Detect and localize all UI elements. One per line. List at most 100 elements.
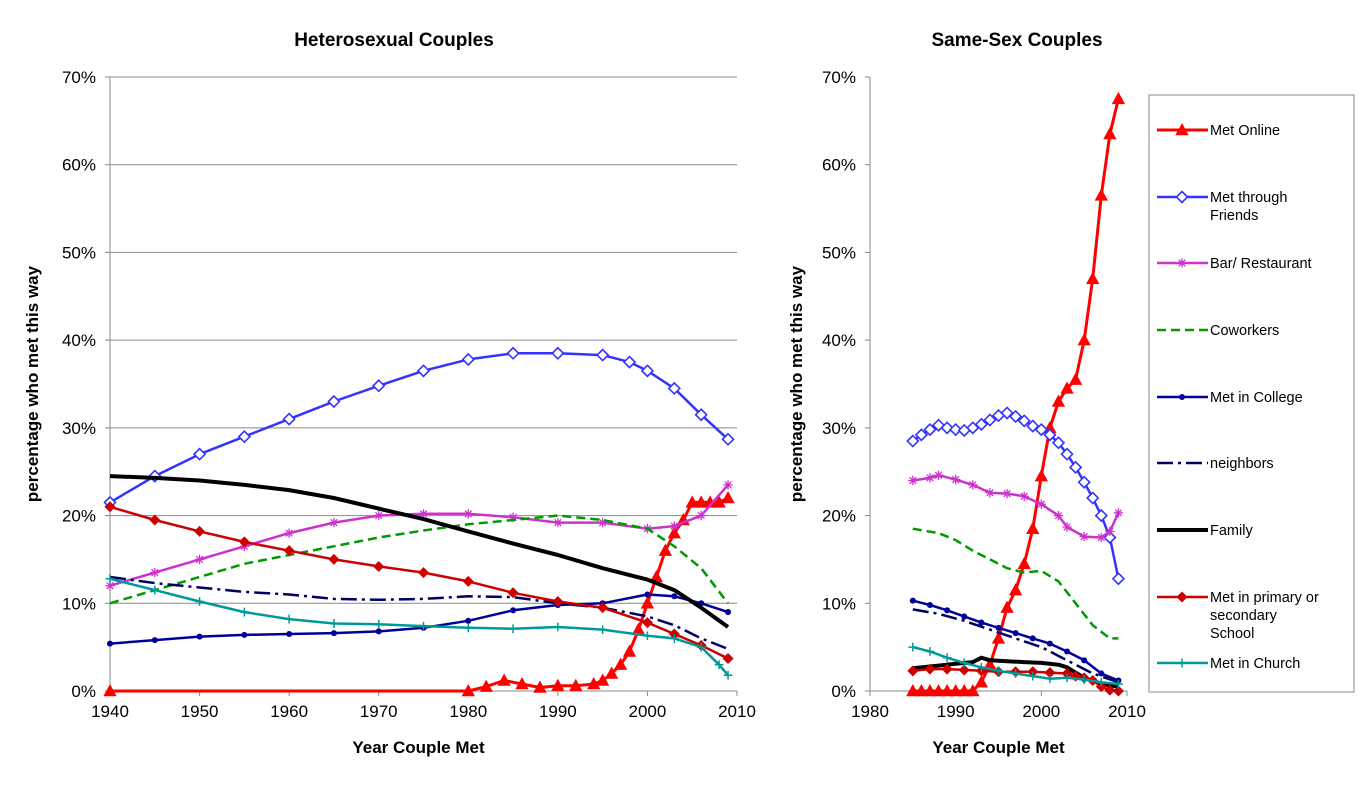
data-point bbox=[461, 684, 475, 697]
data-point bbox=[696, 642, 706, 652]
data-point bbox=[723, 670, 733, 680]
data-point bbox=[1002, 488, 1012, 499]
legend-marker bbox=[1177, 658, 1187, 668]
data-point bbox=[994, 666, 1003, 676]
y-tick-label: 10% bbox=[62, 594, 96, 613]
data-point bbox=[1098, 670, 1105, 677]
y-tick-label: 0% bbox=[71, 682, 96, 701]
legend-label: Met in College bbox=[1210, 390, 1303, 406]
data-point bbox=[327, 394, 341, 409]
data-point bbox=[985, 488, 995, 498]
legend: Met Online Met through Friends Bar/ Restaur… bbox=[1148, 94, 1355, 693]
data-point bbox=[643, 631, 652, 641]
data-point bbox=[1112, 685, 1124, 697]
data-point bbox=[669, 633, 679, 643]
data-point bbox=[196, 633, 203, 640]
data-point bbox=[908, 642, 918, 652]
data-point bbox=[924, 663, 936, 675]
y-tick-label: 30% bbox=[62, 419, 96, 438]
data-point bbox=[330, 630, 337, 637]
y-tick-label: 50% bbox=[62, 243, 96, 262]
data-point bbox=[667, 381, 681, 396]
data-point bbox=[696, 510, 706, 521]
data-point bbox=[284, 614, 294, 624]
y-tick-label: 60% bbox=[62, 156, 96, 175]
data-point bbox=[551, 346, 565, 360]
legend-label: Family bbox=[1210, 523, 1253, 539]
data-point bbox=[941, 663, 953, 675]
data-point bbox=[461, 352, 475, 367]
legend-label: Met in primary or secondary School bbox=[1210, 590, 1319, 642]
legend-item-family: Family bbox=[1157, 523, 1253, 539]
data-point bbox=[974, 675, 989, 688]
data-point bbox=[507, 587, 519, 599]
series-line bbox=[912, 608, 1119, 684]
data-point bbox=[1094, 508, 1108, 523]
y-tick-label: 0% bbox=[831, 682, 856, 701]
data-point bbox=[906, 684, 920, 697]
data-point bbox=[328, 553, 340, 565]
x-tick-label: 1950 bbox=[181, 702, 219, 721]
data-point bbox=[1043, 428, 1057, 442]
data-point bbox=[418, 509, 429, 519]
data-point bbox=[510, 607, 517, 614]
chart-title: Same-Sex Couples bbox=[931, 30, 1102, 51]
series-line bbox=[109, 575, 729, 651]
series-met-through-friends bbox=[103, 346, 735, 510]
data-point bbox=[640, 364, 655, 378]
legend-marker bbox=[1178, 393, 1186, 401]
data-point bbox=[1017, 556, 1031, 570]
data-point bbox=[966, 684, 980, 697]
data-point bbox=[958, 664, 970, 676]
data-point bbox=[150, 567, 160, 578]
legend-marker bbox=[1177, 258, 1187, 268]
data-point bbox=[373, 560, 385, 572]
data-point bbox=[923, 422, 937, 437]
legend-marker bbox=[1175, 123, 1189, 136]
y-tick-label: 40% bbox=[822, 331, 856, 350]
data-point bbox=[1000, 600, 1014, 613]
data-point bbox=[983, 413, 997, 427]
data-point bbox=[1008, 583, 1023, 596]
legend-item-bar-restaurant: Bar/ Restaurant bbox=[1157, 256, 1312, 272]
data-point bbox=[151, 637, 158, 644]
data-point bbox=[194, 554, 205, 565]
data-point bbox=[284, 528, 294, 538]
data-point bbox=[463, 623, 473, 633]
y-tick-label: 60% bbox=[822, 156, 856, 175]
data-point bbox=[940, 684, 954, 697]
data-point bbox=[926, 602, 933, 609]
data-point bbox=[933, 470, 944, 480]
data-point bbox=[103, 684, 117, 697]
data-point bbox=[641, 617, 653, 629]
data-point bbox=[1064, 648, 1071, 655]
data-point bbox=[667, 526, 681, 539]
data-point bbox=[418, 567, 429, 579]
data-point bbox=[1079, 531, 1089, 542]
data-point bbox=[995, 624, 1002, 631]
data-point bbox=[104, 501, 116, 513]
data-point bbox=[644, 591, 651, 598]
series-met-in-church bbox=[105, 574, 733, 680]
data-point bbox=[1111, 572, 1126, 586]
legend-item-met-online: Met Online bbox=[1157, 123, 1280, 139]
data-point bbox=[551, 678, 565, 691]
series-met-in-primary-or-secondary-school bbox=[104, 501, 734, 665]
data-point bbox=[649, 569, 664, 583]
legend-item-met-in-primary-or-secondary-school: Met in primary or secondary School bbox=[1157, 590, 1319, 642]
data-point bbox=[597, 602, 609, 614]
series-coworkers bbox=[912, 527, 1119, 640]
data-point bbox=[725, 609, 732, 616]
data-point bbox=[1034, 422, 1048, 437]
data-point bbox=[931, 684, 946, 697]
data-point bbox=[914, 428, 929, 442]
data-point bbox=[374, 619, 384, 629]
y-tick-label: 20% bbox=[822, 507, 856, 526]
data-point bbox=[552, 596, 564, 608]
data-point bbox=[237, 429, 251, 444]
x-axis-title: Year Couple Met bbox=[932, 738, 1065, 757]
data-point bbox=[1060, 447, 1074, 461]
x-tick-label: 1990 bbox=[539, 702, 577, 721]
data-point bbox=[106, 640, 114, 647]
